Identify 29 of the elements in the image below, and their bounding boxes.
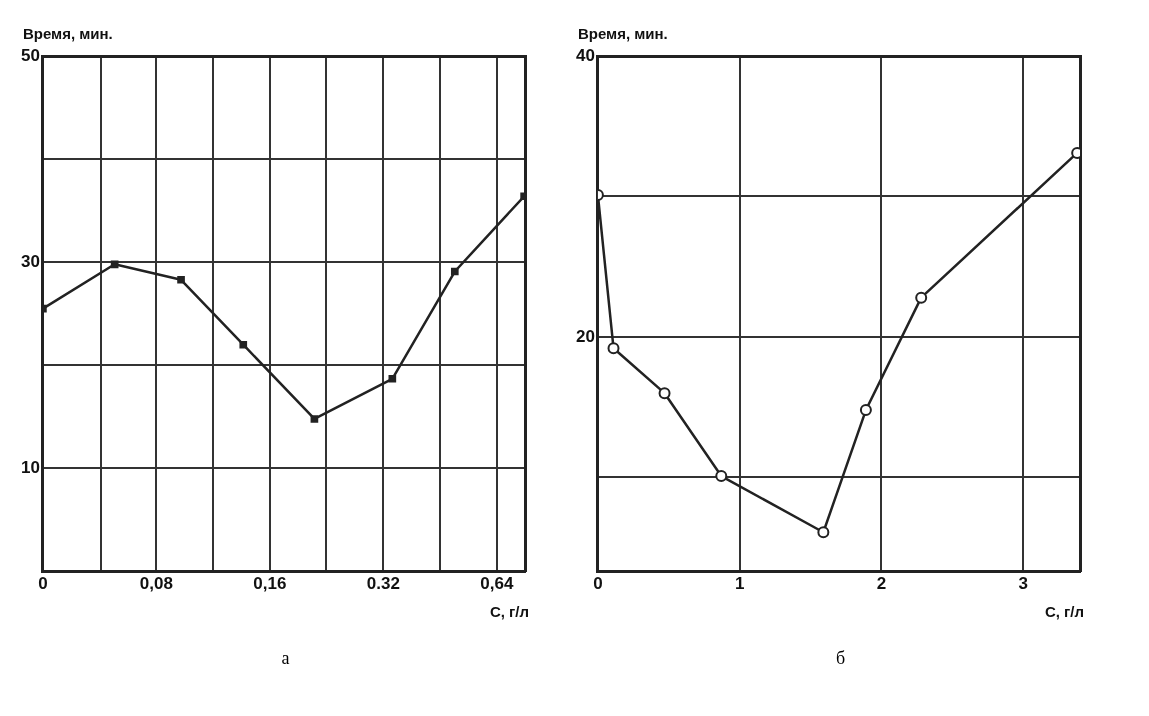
point [177, 275, 185, 284]
x-axis-title: С, г/л [1044, 603, 1084, 621]
point [817, 526, 830, 539]
y-tick-label: 50 [20, 45, 40, 65]
y-axis-title: Время, мин. [577, 24, 668, 42]
x-axis-title: С, г/л [489, 603, 529, 621]
point [607, 342, 620, 355]
point [658, 387, 671, 400]
x-tick-label: 1 [734, 574, 745, 594]
y-axis-title: Время, мин. [22, 24, 113, 42]
x-tick-label: 2 [876, 574, 887, 594]
point [859, 404, 872, 417]
x-tick-label: 0 [593, 574, 603, 594]
x-tick-label: 0.32 [366, 574, 400, 594]
x-tick-label: 3 [1018, 574, 1029, 594]
point [915, 291, 928, 304]
point [715, 470, 728, 483]
point [450, 267, 459, 276]
x-tick-label: 0 [38, 574, 48, 594]
y-tick-label: 10 [20, 458, 40, 478]
y-tick-label: 20 [575, 326, 595, 346]
x-tick-label: 0,16 [253, 574, 287, 594]
y-tick-label: 30 [20, 251, 40, 271]
text: б [834, 648, 847, 669]
x-tick-label: 0,08 [139, 574, 173, 594]
text: а [280, 648, 291, 669]
point [110, 260, 119, 269]
y-tick-label: 40 [575, 45, 595, 65]
x-tick-label: 0,64 [480, 574, 514, 594]
